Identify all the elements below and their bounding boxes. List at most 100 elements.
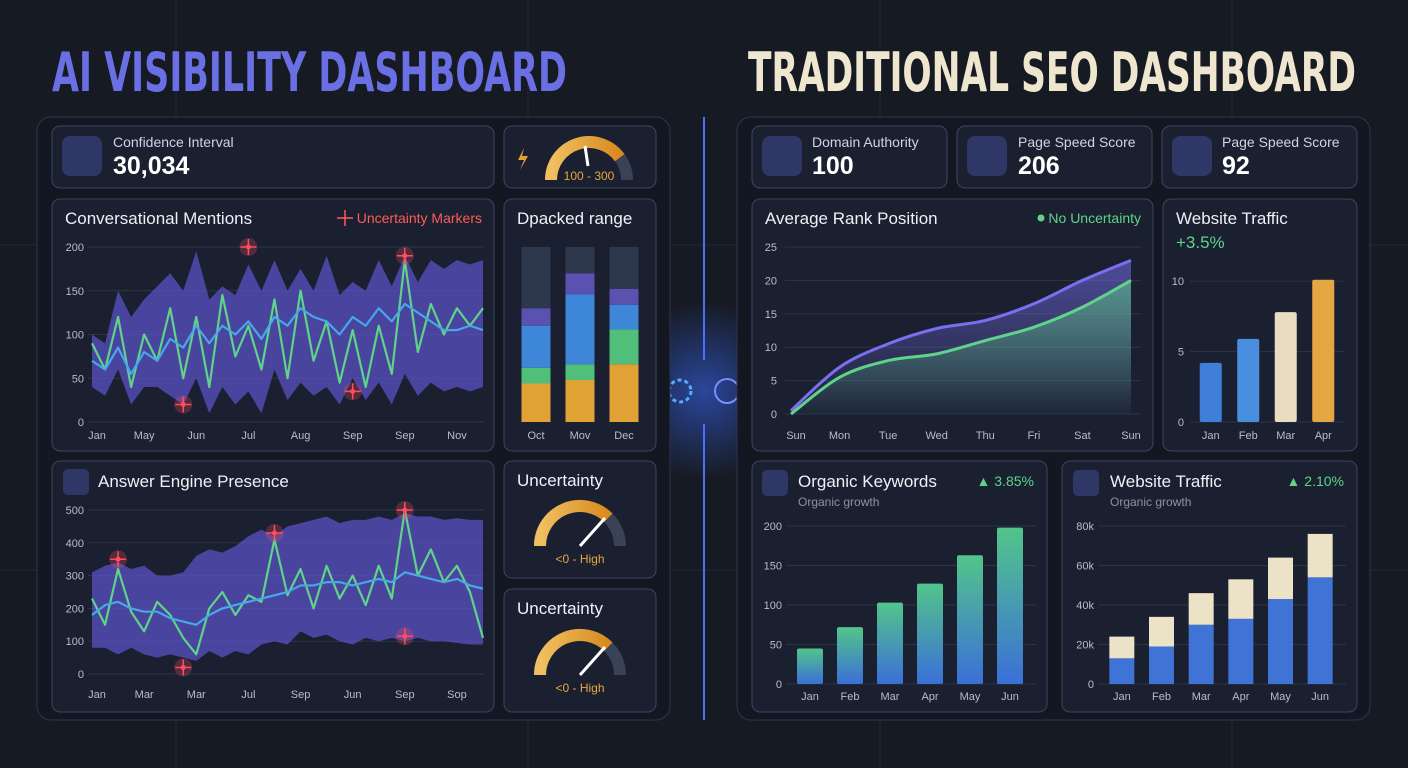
y-tick-label: 0 (1088, 679, 1094, 691)
line (790, 279, 1132, 416)
bar-segment (1228, 579, 1254, 619)
y-tick-label: 100 (764, 600, 782, 612)
x-tick-label: Feb (1152, 691, 1171, 703)
gauge-arc (534, 628, 613, 676)
x-tick-label: Nov (447, 430, 467, 442)
y-tick-label: 40k (1076, 600, 1094, 612)
kpi-icon (1172, 136, 1212, 176)
bolt-icon (518, 148, 528, 170)
x-tick-label: May (134, 430, 155, 442)
x-tick-label: Sep (343, 430, 363, 442)
bar-segment (1307, 533, 1333, 578)
x-tick-label: Sun (1121, 430, 1141, 442)
x-tick-label: Jan (801, 691, 819, 703)
x-tick-label: Apr (1232, 691, 1249, 703)
bar-segment (609, 304, 639, 330)
panel-title: Organic Keywords (798, 472, 937, 491)
x-tick-label: Mar (187, 689, 206, 701)
uncertainty-marker (271, 530, 277, 536)
kpi-icon (762, 136, 802, 176)
x-tick-label: Mar (1276, 430, 1295, 442)
y-tick-label: 150 (764, 561, 782, 573)
x-tick-label: Jun (1001, 691, 1019, 703)
kpi-value: 206 (1018, 152, 1060, 180)
uncertainty-marker (402, 633, 408, 639)
legend-dot (1037, 214, 1045, 222)
bar (917, 583, 943, 684)
x-tick-label: Sep (291, 689, 311, 701)
x-tick-label: Aug (291, 430, 311, 442)
bar (797, 648, 823, 684)
x-tick-label: Wed (926, 430, 948, 442)
y-tick-label: 100 (66, 330, 84, 342)
x-tick-label: Apr (1315, 430, 1332, 442)
bar-segment (609, 247, 639, 289)
panel-icon (762, 470, 788, 496)
x-tick-label: Fri (1027, 430, 1040, 442)
bar-segment (1109, 636, 1135, 659)
x-tick-label: Feb (841, 691, 860, 703)
kpi-label: Page Speed Score (1222, 134, 1340, 150)
y-tick-label: 0 (78, 669, 84, 681)
kpi-value: 30,034 (113, 152, 190, 180)
bar-segment (1228, 618, 1254, 684)
panel-title: Uncertainty (517, 599, 603, 618)
panel-icon (1073, 470, 1099, 496)
bar-segment (565, 294, 595, 365)
y-tick-label: 5 (1178, 347, 1184, 359)
panel-title: Dpacked range (517, 209, 632, 228)
gauge-needle (583, 145, 590, 167)
y-tick-label: 0 (78, 417, 84, 429)
bar-segment (521, 367, 551, 384)
uncertainty-marker (350, 388, 356, 394)
right-title: TRADITIONAL SEO DASHBOARD (748, 41, 1356, 104)
kpi-value: 92 (1222, 152, 1250, 180)
panel-title: Website Traffic (1110, 472, 1222, 491)
x-tick-label: Mar (1192, 691, 1211, 703)
bar-segment (1188, 593, 1214, 625)
bar-segment (565, 380, 595, 422)
x-tick-label: Jul (241, 689, 255, 701)
x-tick-label: Mar (881, 691, 900, 703)
x-tick-label: Sep (395, 689, 415, 701)
gauge-label: <0 - High (555, 552, 604, 566)
panel-icon (63, 469, 89, 495)
bar-segment (1109, 658, 1135, 684)
y-tick-label: 10 (765, 342, 777, 354)
left-title: AI VISIBILITY DASHBOARD (52, 41, 567, 104)
bar (1274, 312, 1297, 422)
legend-icon (337, 210, 353, 226)
uncertainty-marker (402, 507, 408, 513)
panel-title: Uncertainty (517, 471, 603, 490)
bar (877, 602, 903, 684)
bar-segment (1149, 646, 1174, 684)
bar-segment (565, 364, 595, 380)
bar-segment (565, 247, 595, 274)
y-tick-label: 20k (1076, 640, 1094, 652)
x-tick-label: Jan (88, 689, 106, 701)
kpi-label: Page Speed Score (1018, 134, 1136, 150)
x-tick-label: Thu (976, 430, 995, 442)
uncertainty-marker (402, 253, 408, 259)
gauge-label: <0 - High (555, 681, 604, 695)
uncertainty-marker (245, 244, 251, 250)
x-tick-label: Sop (447, 689, 467, 701)
y-tick-label: 300 (66, 571, 84, 583)
x-tick-label: Sat (1074, 430, 1091, 442)
x-tick-label: Mar (135, 689, 154, 701)
x-tick-label: May (960, 691, 981, 703)
bar (1312, 279, 1335, 422)
x-tick-label: Oct (527, 430, 544, 442)
uncertainty-marker (180, 664, 186, 670)
y-tick-label: 50 (72, 373, 84, 385)
legend-label: No Uncertainty (1048, 210, 1141, 226)
kpi-icon (967, 136, 1007, 176)
x-tick-label: Apr (921, 691, 938, 703)
bar-segment (1268, 557, 1293, 600)
change: ▲ 3.85% (977, 473, 1034, 489)
y-tick-label: 15 (765, 309, 777, 321)
subtitle: Organic growth (798, 495, 879, 509)
y-tick-label: 200 (764, 521, 782, 533)
uncertainty-band (92, 251, 483, 414)
